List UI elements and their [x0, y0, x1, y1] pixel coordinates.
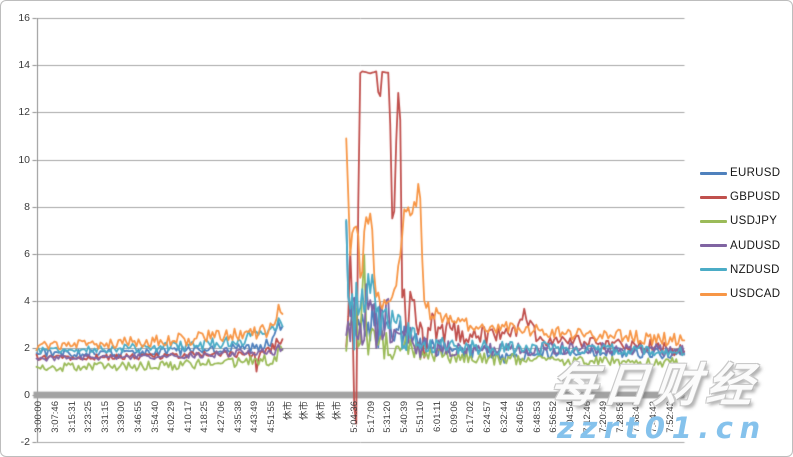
x-axis-tick-label: 4:18:25	[199, 401, 211, 433]
x-axis-tick-label: 休市	[315, 401, 327, 421]
x-axis-tick-label: 3:23:25	[83, 401, 95, 433]
legend-swatch-line	[700, 268, 727, 272]
x-axis-tick-label: 4:35:38	[232, 401, 244, 433]
legend-item: USDCAD	[700, 282, 780, 306]
x-axis-tick-label: 5:51:10	[415, 401, 427, 433]
legend-swatch-line	[700, 171, 727, 175]
y-axis-tick-label: 0	[24, 389, 30, 401]
legend-swatch-line	[700, 244, 727, 248]
x-axis-tick-label: 3:00:00	[33, 401, 45, 433]
x-axis-tick-label: 5:40:39	[398, 401, 410, 433]
y-axis-tick-label: 12	[18, 106, 30, 119]
x-axis-tick-label: 休市	[282, 401, 294, 421]
y-axis-tick-label: 2	[24, 341, 30, 354]
watermark-site-url: zzrt01.cn	[557, 411, 767, 445]
legend-swatch-line	[700, 292, 727, 296]
y-axis-tick-label: 14	[18, 59, 30, 72]
x-axis-tick-label: 休市	[299, 401, 311, 421]
x-axis-tick-label: 6:17:02	[465, 401, 477, 433]
legend-item: AUDUSD	[700, 234, 780, 258]
x-axis-tick-label: 6:01:11	[432, 401, 444, 432]
legend-label: EURUSD	[730, 167, 781, 180]
legend-label: AUDUSD	[730, 239, 781, 252]
y-axis-tick-label: 10	[18, 153, 30, 166]
y-axis-tick-label: 6	[24, 247, 30, 260]
y-axis-tick-label: -2	[20, 436, 30, 449]
x-axis-tick-label: 5:17:09	[365, 401, 377, 433]
x-axis-tick-label: 3:07:46	[49, 401, 61, 433]
x-axis-tick-label: 5:04:36	[348, 401, 360, 433]
x-axis-tick-label: 6:09:06	[448, 401, 460, 433]
x-axis-tick-label: 3:15:31	[66, 401, 78, 433]
x-axis-tick-label: 4:51:55	[265, 401, 277, 433]
x-axis-tick-label: 6:48:53	[531, 401, 543, 433]
y-axis-tick-label: 8	[24, 200, 30, 213]
legend-label: USDJPY	[730, 215, 778, 228]
legend-item: USDJPY	[700, 209, 780, 233]
x-axis-tick-label: 3:46:55	[132, 401, 144, 433]
x-axis-tick-label: 6:24:57	[481, 401, 493, 433]
x-axis-tick-label: 6:40:56	[515, 401, 527, 433]
legend-item: NZDUSD	[700, 258, 780, 282]
x-axis-tick-label: 4:02:29	[166, 401, 178, 433]
legend-swatch-line	[700, 219, 727, 223]
x-axis-tick-label: 4:27:06	[216, 401, 228, 433]
y-axis-tick-label: 16	[18, 12, 30, 25]
legend: EURUSD GBPUSD USDJPY AUDUSD NZDUSD USDCAD	[700, 161, 780, 306]
x-axis-tick-label: 3:39:00	[116, 401, 128, 433]
legend-item: GBPUSD	[700, 185, 780, 209]
watermark-chinese-text: 每日财经	[547, 358, 762, 412]
x-axis-tick-label: 4:43:49	[249, 401, 261, 433]
x-axis-tick-label: 3:54:40	[149, 401, 161, 433]
y-axis-tick-label: 4	[24, 294, 30, 307]
legend-label: GBPUSD	[730, 191, 781, 204]
x-axis-tick-label: 5:31:20	[382, 401, 394, 433]
legend-label: NZDUSD	[730, 263, 780, 276]
x-axis-tick-label: 6:32:44	[498, 401, 510, 433]
x-axis-tick-label: 休市	[332, 401, 344, 421]
x-axis-tick-label: 4:10:17	[182, 401, 194, 433]
legend-swatch-line	[700, 195, 727, 199]
legend-item: EURUSD	[700, 161, 780, 185]
legend-label: USDCAD	[730, 288, 781, 301]
x-axis-tick-label: 3:31:15	[99, 401, 111, 433]
